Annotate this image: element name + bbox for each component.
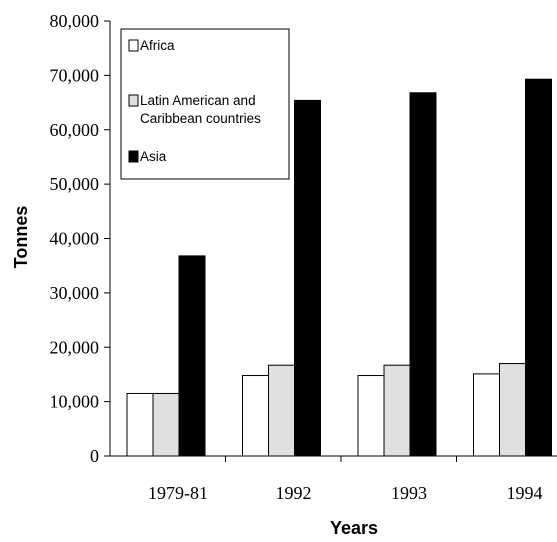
legend: Africa Latin American and Caribbean countr… (120, 28, 290, 180)
bar-africa-1979-81 (126, 392, 154, 457)
bar-latin-1992 (268, 364, 295, 457)
legend-label: Latin American and (140, 93, 256, 108)
legend-swatch (128, 39, 139, 52)
bar-africa-1994 (473, 373, 500, 457)
legend-box (120, 28, 290, 180)
x-tick-label: 1994 (507, 483, 543, 503)
bar-asia-1979-81 (178, 255, 206, 457)
legend-swatch (128, 94, 139, 107)
y-tick-label: 30,000 (50, 283, 100, 303)
x-tick-label: 1979-81 (148, 483, 208, 503)
legend-swatch (128, 150, 139, 163)
legend-label: Africa (140, 38, 175, 53)
bar-latin-1979-81 (152, 392, 180, 457)
y-tick-label: 20,000 (50, 337, 100, 357)
y-tick-label: 10,000 (50, 392, 100, 412)
bar-africa-1993 (357, 375, 385, 457)
x-tick-label: 1993 (391, 483, 427, 503)
legend-label: Asia (140, 149, 167, 164)
bar-asia-1993 (409, 92, 437, 457)
y-tick-label: 50,000 (50, 174, 100, 194)
x-axis-title: Years (330, 518, 378, 537)
y-tick-label: 40,000 (50, 229, 100, 249)
bar-asia-1992 (294, 99, 321, 457)
bar-asia-1994 (525, 78, 552, 457)
x-tick-label: 1992 (276, 483, 312, 503)
y-tick-label: 0 (90, 446, 99, 466)
bar-latin-1993 (383, 364, 411, 457)
y-tick-label: 80,000 (50, 11, 100, 31)
y-axis-title: Tonnes (11, 206, 31, 269)
legend-label: Caribbean countries (140, 111, 261, 126)
y-tick-label: 60,000 (50, 120, 100, 140)
bar-africa-1992 (242, 375, 269, 457)
y-tick-label: 70,000 (50, 65, 100, 85)
bar-latin-1994 (499, 363, 526, 457)
